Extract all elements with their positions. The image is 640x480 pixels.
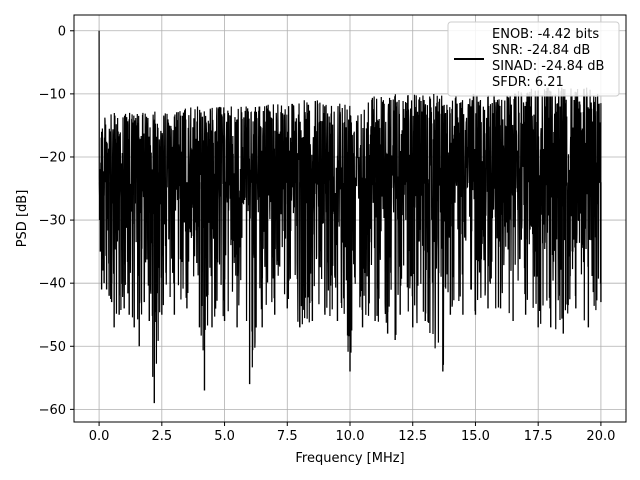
legend-sinad: SINAD: -24.84 dB: [492, 59, 604, 74]
y-tick-label: −40: [39, 277, 66, 292]
legend-enob: ENOB: -4.42 bits: [492, 27, 599, 42]
x-tick-label: 2.5: [151, 429, 172, 444]
x-axis-ticks: 0.0 2.5 5.0 7.5 10.0 12.5 15.0 17.5 20.0: [89, 422, 615, 444]
y-axis-label: PSD [dB]: [15, 190, 30, 248]
y-tick-label: −30: [39, 214, 66, 229]
x-tick-label: 15.0: [461, 429, 490, 444]
legend-box: [447, 21, 620, 97]
x-axis-label: Frequency [MHz]: [295, 451, 404, 466]
y-tick-label: 0: [58, 24, 66, 39]
x-tick-label: 12.5: [398, 429, 427, 444]
y-tick-label: −50: [39, 340, 66, 355]
x-tick-label: 10.0: [336, 429, 365, 444]
x-tick-label: 17.5: [524, 429, 553, 444]
x-tick-label: 20.0: [586, 429, 615, 444]
x-tick-label: 0.0: [89, 429, 110, 444]
legend-snr: SNR: -24.84 dB: [492, 43, 590, 58]
series-psd: [98, 30, 602, 404]
x-tick-label: 5.0: [214, 429, 235, 444]
y-tick-label: −20: [39, 150, 66, 165]
legend-sfdr: SFDR: 6.21: [492, 75, 564, 90]
legend: ENOB: -4.42 bits SNR: -24.84 dB SINAD: -…: [447, 21, 620, 97]
x-tick-label: 7.5: [277, 429, 298, 444]
y-axis-ticks: 0 −10 −20 −30 −40 −50 −60: [39, 24, 74, 418]
y-tick-label: −10: [39, 87, 66, 102]
y-tick-label: −60: [39, 403, 66, 418]
